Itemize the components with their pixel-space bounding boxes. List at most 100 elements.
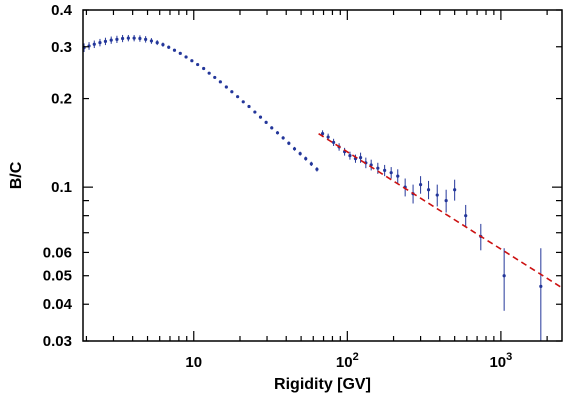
data-point xyxy=(190,59,194,63)
data-point xyxy=(292,146,297,151)
data-point xyxy=(453,179,457,201)
data-marker xyxy=(418,183,423,187)
tick-labels: 0.4 0.3 0.2 0.1 0.06 0.05 0.04 0.03 10 102 103 xyxy=(43,2,512,371)
data-marker xyxy=(230,90,234,94)
x-tick-label: 10 xyxy=(185,354,202,371)
data-marker xyxy=(98,40,102,45)
data-point xyxy=(348,151,352,160)
data-marker xyxy=(453,188,457,192)
data-point xyxy=(383,164,387,177)
data-marker xyxy=(241,100,245,104)
data-point xyxy=(369,159,373,171)
data-point xyxy=(149,38,154,44)
data-marker xyxy=(376,166,380,170)
data-point xyxy=(218,80,222,84)
data-point xyxy=(213,75,217,80)
plot-frame xyxy=(82,9,563,342)
fit-line-layer xyxy=(318,132,563,289)
data-marker xyxy=(383,168,387,173)
data-point xyxy=(287,141,291,146)
data-marker xyxy=(389,171,393,175)
data-point xyxy=(120,34,125,43)
data-marker xyxy=(298,152,302,156)
data-point xyxy=(396,169,400,184)
y-tick-label: 0.2 xyxy=(51,91,72,108)
data-marker xyxy=(247,104,251,109)
data-marker xyxy=(326,135,330,139)
data-marker xyxy=(426,188,431,192)
x-tick-label: 102 xyxy=(336,351,359,371)
data-marker xyxy=(155,40,159,45)
data-marker xyxy=(287,141,291,145)
data-marker xyxy=(264,120,268,124)
data-point xyxy=(207,71,211,75)
data-marker xyxy=(213,75,217,80)
data-marker xyxy=(236,95,240,99)
data-point xyxy=(109,36,113,44)
data-point xyxy=(103,37,108,46)
y-tick-label: 0.1 xyxy=(51,179,72,196)
y-tick-label: 0.03 xyxy=(43,333,72,350)
y-tick-label: 0.04 xyxy=(43,296,73,313)
data-marker xyxy=(149,39,154,43)
data-point xyxy=(418,176,423,194)
data-point xyxy=(155,40,159,46)
data-marker xyxy=(444,199,448,203)
data-marker xyxy=(304,157,308,161)
data-marker xyxy=(253,110,257,114)
data-point xyxy=(178,51,182,55)
data-marker xyxy=(539,284,543,288)
fit-line xyxy=(318,132,563,289)
data-point xyxy=(247,104,251,109)
data-point xyxy=(281,136,285,140)
data-marker xyxy=(161,43,165,47)
data-marker xyxy=(281,136,285,140)
y-tick-label: 0.4 xyxy=(51,2,73,19)
data-marker xyxy=(315,167,319,171)
data-point xyxy=(304,156,308,161)
data-point xyxy=(115,35,119,43)
data-point xyxy=(196,62,200,67)
data-marker xyxy=(292,147,297,151)
data-point xyxy=(309,161,313,166)
data-marker xyxy=(178,51,182,55)
data-point xyxy=(126,34,130,42)
data-point xyxy=(298,151,302,156)
data-point xyxy=(270,126,274,130)
data-marker xyxy=(331,140,336,144)
data-marker xyxy=(190,59,194,63)
data-point xyxy=(202,66,206,71)
tick-marks xyxy=(83,9,562,342)
x-axis-title: Rigidity [GV] xyxy=(274,376,371,393)
data-point xyxy=(502,248,506,311)
data-point xyxy=(331,138,336,146)
data-point xyxy=(172,48,177,52)
data-point xyxy=(167,45,171,49)
data-marker xyxy=(270,126,274,130)
data-point xyxy=(92,40,96,49)
data-point xyxy=(258,115,263,119)
data-marker xyxy=(138,36,142,41)
data-point xyxy=(275,131,280,135)
data-point xyxy=(98,38,102,47)
data-marker xyxy=(396,174,400,178)
data-point xyxy=(464,204,468,228)
data-point xyxy=(253,110,257,114)
data-marker xyxy=(132,36,136,40)
data-marker xyxy=(120,36,125,41)
data-marker xyxy=(144,37,148,41)
data-point xyxy=(161,42,165,47)
data-marker xyxy=(103,39,108,43)
data-marker xyxy=(184,55,188,59)
data-marker xyxy=(275,131,280,135)
data-point xyxy=(138,35,142,42)
data-marker xyxy=(320,132,325,136)
data-point xyxy=(87,42,91,50)
data-marker xyxy=(172,48,177,52)
data-series-layer xyxy=(82,34,543,341)
data-marker xyxy=(435,193,439,197)
data-marker xyxy=(258,115,263,119)
data-marker xyxy=(115,37,119,41)
data-point xyxy=(389,167,393,179)
